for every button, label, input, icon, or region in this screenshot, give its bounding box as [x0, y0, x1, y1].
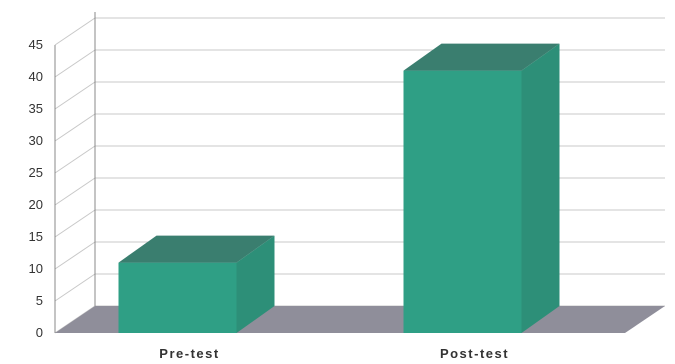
bar [403, 43, 560, 333]
x-category-label: Post-test [440, 346, 509, 361]
gridline [54, 49, 665, 78]
y-tick-label: 20 [29, 197, 43, 212]
bar-top [403, 43, 560, 71]
gridline [54, 17, 665, 46]
y-tick-label: 5 [36, 293, 43, 308]
gridline [54, 177, 665, 206]
gridline [54, 145, 665, 174]
labels: 0 5 10 15 20 25 30 35 40 45 Pre-test Post-test [29, 37, 509, 361]
y-tick-label: 35 [29, 101, 43, 116]
x-category-label: Pre-test [159, 346, 219, 361]
bar-side [236, 235, 275, 333]
bar-top [118, 235, 275, 263]
bar-front [403, 70, 522, 333]
y-tick-label: 45 [29, 37, 43, 52]
bar [118, 235, 275, 333]
gridline [54, 113, 665, 142]
y-tick-label: 10 [29, 261, 43, 276]
y-tick-label: 30 [29, 133, 43, 148]
bars [118, 43, 560, 333]
gridline [54, 81, 665, 110]
y-tick-label: 40 [29, 69, 43, 84]
axes [54, 12, 96, 333]
y-tick-label: 0 [36, 325, 43, 340]
bar-side [521, 43, 560, 333]
gridline [54, 209, 665, 238]
y-tick-label: 25 [29, 165, 43, 180]
bar-front [118, 262, 237, 333]
y-tick-label: 15 [29, 229, 43, 244]
